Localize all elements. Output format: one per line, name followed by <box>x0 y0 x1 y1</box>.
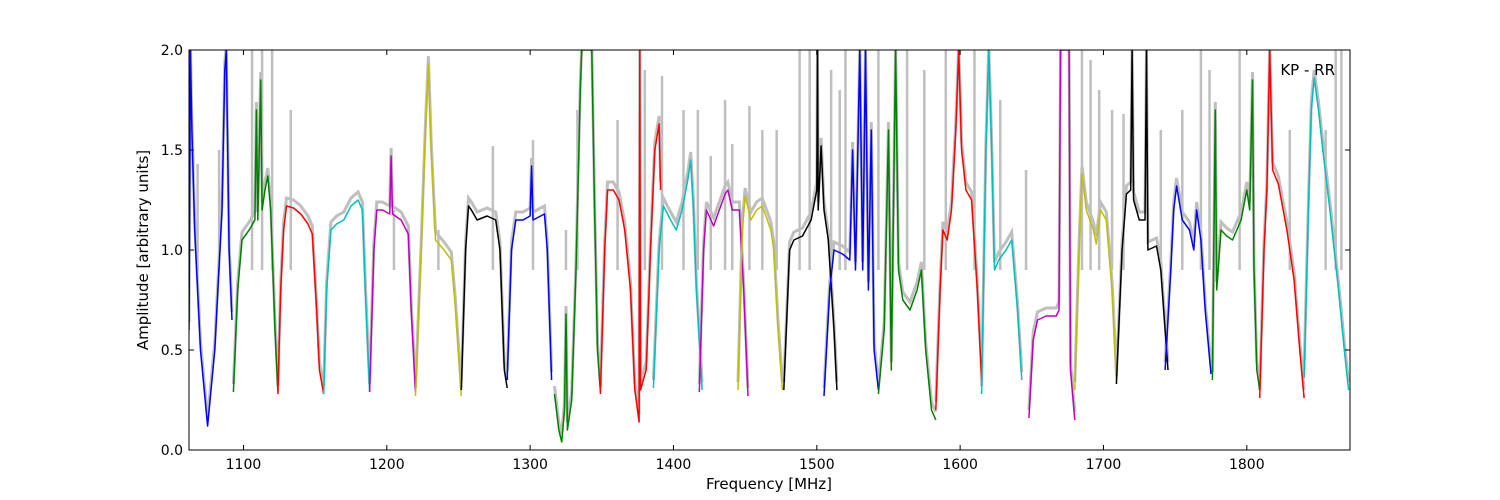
x-axis-label: Frequency [MHz] <box>706 475 832 493</box>
y-tick-label: 1.0 <box>161 243 183 259</box>
background-line <box>505 157 554 373</box>
series-line-band-11 <box>652 159 703 391</box>
series-line-band-17 <box>935 50 983 411</box>
series-line-band-10 <box>599 50 662 423</box>
x-tick-label: 1700 <box>1086 457 1122 473</box>
y-axis-label: Amplitude [arbitrary units] <box>134 150 152 350</box>
series-line-band-04 <box>322 199 371 395</box>
series-line-band-07 <box>460 205 508 391</box>
series-line-band-08 <box>506 165 553 381</box>
series-line-band-02 <box>232 79 279 393</box>
y-axis: 0.0 0.5 1.0 1.5 2.0 <box>161 43 1350 459</box>
x-tick-label: 1200 <box>369 457 405 473</box>
x-tick-label: 1100 <box>226 457 262 473</box>
background-line <box>1163 177 1213 367</box>
series-line-band-23 <box>1211 79 1261 391</box>
background-line <box>368 147 417 385</box>
series-line-band-03 <box>277 205 325 395</box>
series-line-band-05 <box>368 155 417 393</box>
series-line-band-16 <box>877 50 937 421</box>
x-tick-label: 1400 <box>656 457 692 473</box>
series-line-band-13 <box>737 195 784 391</box>
x-tick-label: 1600 <box>942 457 978 473</box>
x-tick-label: 1800 <box>1229 457 1265 473</box>
series-line-band-20 <box>1074 173 1118 391</box>
series-line-band-19 <box>1028 50 1076 421</box>
series-line-band-01 <box>189 50 233 427</box>
background-line <box>1027 50 1077 413</box>
x-tick-label: 1300 <box>512 457 548 473</box>
data-series <box>189 50 1350 443</box>
annotation-label: KP - RR <box>1280 61 1335 79</box>
series-line-band-09 <box>553 50 602 443</box>
series-line-band-14 <box>783 50 838 391</box>
series-line-band-18 <box>980 50 1023 395</box>
y-tick-label: 2.0 <box>161 43 183 59</box>
series-line-band-12 <box>698 189 749 397</box>
background-line <box>1258 50 1306 391</box>
series-line-band-06 <box>414 63 463 397</box>
series-line-band-21 <box>1115 50 1169 385</box>
y-tick-label: 1.5 <box>161 143 183 159</box>
background-line <box>782 50 839 383</box>
x-axis: 1100 1200 1300 1400 1500 1600 1700 1800 <box>226 50 1265 473</box>
x-tick-label: 1500 <box>799 457 835 473</box>
series-line-band-25 <box>1303 77 1350 391</box>
background-line <box>459 193 509 383</box>
series-line-band-24 <box>1258 50 1305 399</box>
y-tick-label: 0.5 <box>161 343 183 359</box>
series-line-band-15 <box>823 50 880 397</box>
y-tick-label: 0.0 <box>161 443 183 459</box>
series-line-band-22 <box>1164 185 1212 375</box>
